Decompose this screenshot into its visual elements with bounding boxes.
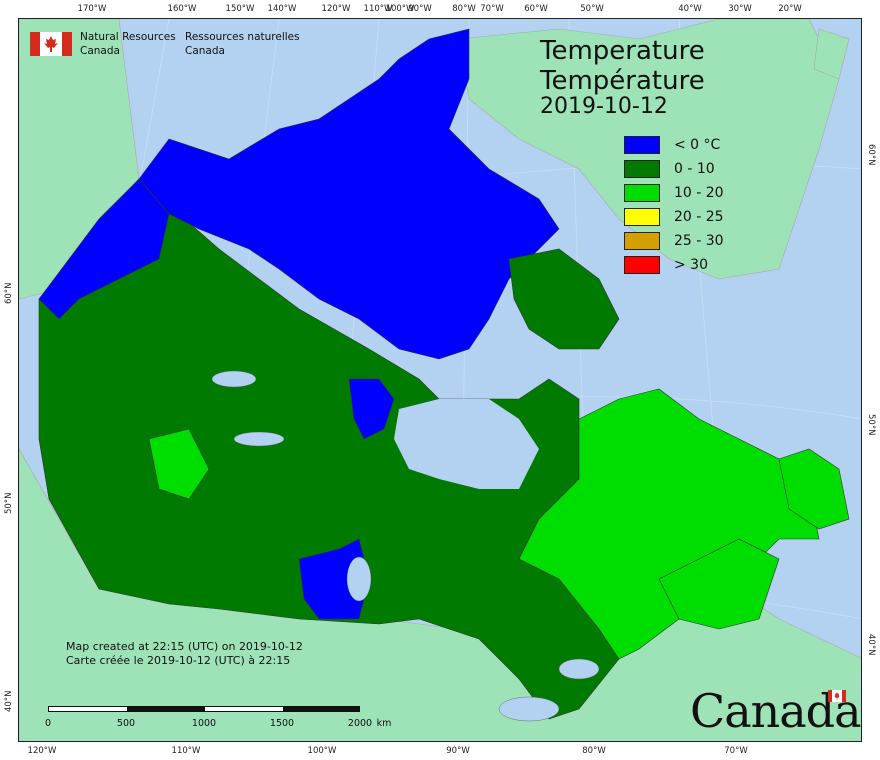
map-canvas bbox=[18, 18, 862, 742]
zone-10-20 bbox=[518, 388, 820, 660]
legend-swatch bbox=[624, 256, 660, 274]
legend-swatch bbox=[624, 136, 660, 154]
longitude-tick-label: 100°W bbox=[307, 746, 337, 756]
longitude-tick-label: 150°W bbox=[225, 4, 255, 14]
scale-label: 0 bbox=[44, 718, 52, 729]
zone-10-20-bc bbox=[148, 428, 210, 500]
zone-below-0-west bbox=[38, 178, 170, 320]
zone-0-10-baffin bbox=[508, 248, 620, 350]
agency-fr-line2: Canada bbox=[185, 45, 225, 57]
lakes bbox=[211, 370, 600, 722]
longitude-tick-label: 60°W bbox=[524, 4, 548, 14]
longitude-tick-label: 110°W bbox=[171, 746, 201, 756]
longitude-tick-label: 90°W bbox=[446, 746, 470, 756]
legend-item: 10 - 20 bbox=[624, 181, 724, 205]
latitude-tick-label: 50°N bbox=[4, 492, 14, 514]
agency-fr-line1: Ressources naturelles bbox=[185, 31, 300, 43]
longitude-tick-label: 170°W bbox=[77, 4, 107, 14]
longitude-tick-label: 90°W bbox=[408, 4, 432, 14]
legend-label: 20 - 25 bbox=[674, 209, 724, 225]
longitude-tick-label: 70°W bbox=[724, 746, 748, 756]
longitude-tick-label: 120°W bbox=[321, 4, 351, 14]
canada-temperature-zones bbox=[38, 28, 850, 720]
agency-name-french: Ressources naturelles Canada bbox=[185, 30, 315, 58]
agency-en-line2: Canada bbox=[80, 45, 120, 57]
scale-segment bbox=[49, 707, 127, 711]
map-title: Temperature Température bbox=[540, 36, 705, 96]
longitude-tick-label: 20°W bbox=[778, 4, 802, 14]
latitude-tick-label: 60°N bbox=[4, 282, 14, 304]
scale-segment bbox=[127, 707, 205, 711]
longitude-tick-label: 110°W bbox=[363, 4, 393, 14]
legend-swatch bbox=[624, 184, 660, 202]
title-english: Temperature bbox=[540, 36, 705, 66]
longitude-tick-label: 160°W bbox=[167, 4, 197, 14]
legend-item: 20 - 25 bbox=[624, 205, 724, 229]
temperature-map bbox=[19, 19, 861, 741]
legend: < 0 °C 0 - 10 10 - 20 20 - 25 25 - 30 > 30 bbox=[624, 133, 724, 277]
hudson-bay bbox=[394, 399, 539, 489]
legend-item: 0 - 10 bbox=[624, 157, 724, 181]
legend-label: > 30 bbox=[674, 257, 708, 273]
longitude-tick-label: 30°W bbox=[728, 4, 752, 14]
legend-swatch bbox=[624, 160, 660, 178]
legend-item: 25 - 30 bbox=[624, 229, 724, 253]
zone-10-20-maritimes bbox=[658, 538, 780, 630]
longitude-tick-label: 80°W bbox=[582, 746, 606, 756]
longitude-tick-label: 70°W bbox=[480, 4, 504, 14]
legend-label: < 0 °C bbox=[674, 137, 721, 153]
longitude-tick-label: 120°W bbox=[27, 746, 57, 756]
canada-flag-icon bbox=[30, 32, 72, 56]
scale-bar bbox=[48, 706, 360, 712]
legend-swatch bbox=[624, 208, 660, 226]
longitude-tick-label: 40°W bbox=[678, 4, 702, 14]
wordmark-flag-icon bbox=[828, 690, 846, 702]
legend-label: 25 - 30 bbox=[674, 233, 724, 249]
scale-segment bbox=[283, 707, 359, 711]
title-french: Température bbox=[540, 66, 705, 96]
latitude-tick-label: 60°N bbox=[866, 144, 876, 166]
map-credits: Map created at 22:15 (UTC) on 2019-10-12… bbox=[66, 640, 303, 668]
map-date: 2019-10-12 bbox=[540, 94, 668, 119]
newfoundland bbox=[778, 448, 850, 530]
scale-label: 1500 bbox=[269, 718, 295, 729]
scale-label: 500 bbox=[116, 718, 136, 729]
iceland bbox=[813, 28, 850, 80]
longitude-tick-label: 50°W bbox=[580, 4, 604, 14]
legend-swatch bbox=[624, 232, 660, 250]
legend-label: 10 - 20 bbox=[674, 185, 724, 201]
agency-en-line1: Natural Resources bbox=[80, 31, 176, 43]
scale-label: 2000 bbox=[347, 718, 373, 729]
latitude-tick-label: 40°N bbox=[866, 634, 876, 656]
agency-name-english: Natural Resources Canada bbox=[80, 30, 180, 58]
longitude-tick-label: 140°W bbox=[267, 4, 297, 14]
latitude-tick-label: 50°N bbox=[866, 414, 876, 436]
zone-below-0 bbox=[138, 28, 560, 360]
scale-unit: km bbox=[376, 718, 392, 729]
scale-label: 1000 bbox=[191, 718, 217, 729]
longitude-tick-label: 80°W bbox=[452, 4, 476, 14]
longitude-tick-label: 100°W bbox=[385, 4, 415, 14]
latitude-tick-label: 40°N bbox=[4, 690, 14, 712]
credit-french: Carte créée le 2019-10-12 (UTC) à 22:15 bbox=[66, 654, 291, 667]
zone-below-0-hudson bbox=[348, 378, 395, 440]
scale-segment bbox=[205, 707, 283, 711]
credit-english: Map created at 22:15 (UTC) on 2019-10-12 bbox=[66, 640, 303, 653]
legend-item: < 0 °C bbox=[624, 133, 724, 157]
legend-label: 0 - 10 bbox=[674, 161, 715, 177]
legend-item: > 30 bbox=[624, 253, 724, 277]
